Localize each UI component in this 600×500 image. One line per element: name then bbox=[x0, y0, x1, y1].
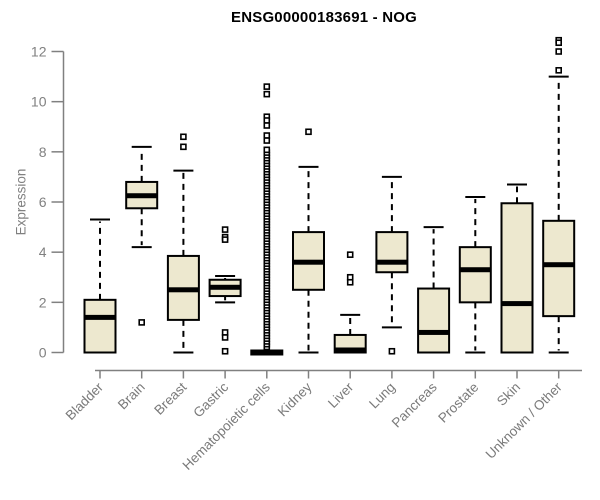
outlier-point bbox=[221, 236, 229, 243]
x-category-label-bladder: Bladder bbox=[63, 379, 107, 423]
outlier-point bbox=[180, 143, 187, 151]
chart-title: ENSG00000183691 - NOG bbox=[231, 9, 417, 26]
y-tick-label: 2 bbox=[39, 294, 47, 310]
outlier-point bbox=[555, 67, 563, 74]
iqr-box bbox=[542, 219, 576, 318]
y-tick-label: 12 bbox=[31, 44, 47, 60]
box-kidney bbox=[292, 128, 325, 354]
box-hematopoietic-cells bbox=[250, 83, 284, 356]
median-line bbox=[418, 329, 450, 335]
box-bladder bbox=[83, 218, 117, 354]
outlier-point bbox=[346, 251, 354, 258]
y-tick-label: 10 bbox=[31, 94, 47, 110]
x-category-label-prostate: Prostate bbox=[435, 380, 481, 426]
box-brain bbox=[125, 145, 159, 326]
outlier-point bbox=[221, 347, 229, 355]
x-category-label-gastric: Gastric bbox=[190, 379, 231, 420]
x-category-label-brain: Brain bbox=[115, 380, 148, 413]
median-line bbox=[84, 314, 116, 320]
median-line bbox=[376, 259, 408, 265]
outlier-point bbox=[388, 347, 396, 355]
iqr-box bbox=[458, 246, 492, 304]
box-unknown-other bbox=[542, 36, 576, 354]
box-gastric bbox=[208, 226, 242, 355]
median-line bbox=[209, 284, 241, 290]
box-lung bbox=[375, 175, 409, 355]
median-line bbox=[167, 287, 199, 293]
y-axis: 0 2 4 6 8 10 12 bbox=[31, 44, 65, 361]
outlier-point bbox=[263, 83, 271, 90]
x-category-label-breast: Breast bbox=[151, 379, 189, 417]
box-skin bbox=[500, 183, 534, 354]
median-line bbox=[126, 193, 158, 199]
outlier-point bbox=[305, 128, 312, 136]
y-tick-label: 8 bbox=[39, 144, 47, 160]
x-category-label-pancreas: Pancreas bbox=[389, 379, 440, 430]
y-tick-label: 0 bbox=[39, 345, 47, 361]
outlier-point bbox=[180, 133, 187, 141]
y-axis-label: Expression bbox=[13, 168, 29, 236]
iqr-box bbox=[417, 287, 451, 354]
outlier-point bbox=[263, 122, 271, 129]
outlier-point bbox=[346, 278, 354, 286]
box-liver bbox=[333, 251, 367, 354]
y-tick-label: 6 bbox=[39, 194, 47, 210]
median-line bbox=[543, 262, 575, 268]
iqr-box bbox=[83, 298, 117, 354]
box-pancreas bbox=[417, 226, 451, 354]
iqr-box bbox=[375, 231, 409, 274]
x-category-label-liver: Liver bbox=[325, 379, 357, 411]
median-line bbox=[459, 267, 491, 273]
outlier-point bbox=[138, 319, 145, 326]
median-line bbox=[334, 347, 366, 353]
outlier-point bbox=[263, 137, 271, 144]
outlier-point bbox=[263, 146, 271, 154]
x-category-label-kidney: Kidney bbox=[275, 379, 315, 419]
outlier-point bbox=[555, 39, 563, 47]
x-category-label-skin: Skin bbox=[494, 380, 523, 409]
iqr-box bbox=[500, 202, 534, 354]
box-prostate bbox=[458, 195, 492, 354]
outlier-point bbox=[221, 226, 229, 233]
outlier-point bbox=[555, 48, 563, 55]
x-category-label-lung: Lung bbox=[366, 380, 398, 412]
median-line bbox=[501, 301, 533, 307]
box-breast bbox=[166, 133, 200, 354]
x-category-label-unknown-other: Unknown / Other bbox=[483, 379, 566, 462]
y-tick-label: 4 bbox=[39, 244, 47, 260]
collapsed-box bbox=[250, 349, 284, 356]
outlier-point bbox=[263, 90, 271, 98]
median-line bbox=[293, 259, 324, 265]
outlier-point bbox=[221, 334, 229, 341]
